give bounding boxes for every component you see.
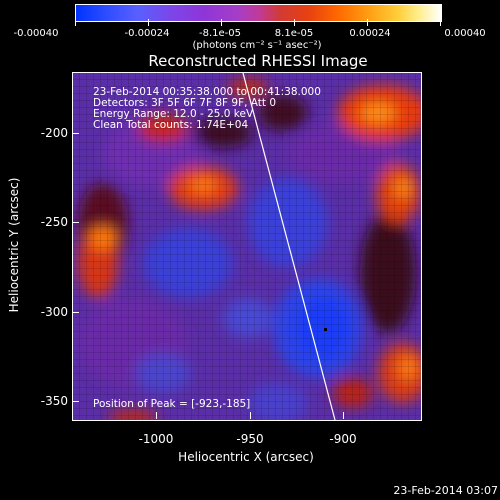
colorbar-tick <box>367 19 368 26</box>
x-tick-label: -950 <box>236 432 264 446</box>
colorbar-tick-label: 8.1e-05 <box>274 28 314 39</box>
x-tick-label: -900 <box>329 432 357 446</box>
time-range-text: 23-Feb-2014 00:35:38.000 to 00:41:38.000 <box>93 86 321 98</box>
x-tick <box>250 412 251 419</box>
timestamp: 23-Feb-2014 03:07 <box>393 484 498 497</box>
y-tick <box>72 222 79 223</box>
x-tick-label: -1000 <box>138 432 174 446</box>
colorbar-tick-label: 0.00040 <box>444 28 486 39</box>
detectors-text: Detectors: 3F 5F 6F 7F 8F 9F, Att 0 <box>93 97 277 109</box>
colorbar-tick <box>294 19 295 26</box>
y-tick-label: -300 <box>40 305 68 319</box>
y-tick-label: -250 <box>40 215 68 229</box>
x-axis-label: Heliocentric X (arcsec) <box>178 450 314 464</box>
plot-title: Reconstructed RHESSI Image <box>148 52 368 70</box>
colorbar-tick <box>221 19 222 26</box>
colorbar-tick-label: 0.00024 <box>349 28 391 39</box>
peak-position-text: Position of Peak = [-923,-185] <box>93 398 251 410</box>
colorbar <box>75 4 442 22</box>
colorbar-tick <box>148 19 149 26</box>
energy-range-text: Energy Range: 12.0 - 25.0 keV <box>93 108 254 120</box>
x-tick <box>156 412 157 419</box>
rhessi-image <box>73 73 421 420</box>
y-tick <box>72 133 79 134</box>
y-tick <box>72 401 79 402</box>
colorbar-tick <box>440 19 441 26</box>
colorbar-tick-label: -0.00024 <box>124 28 170 39</box>
y-tick-label: -350 <box>40 394 68 408</box>
colorbar-unit-label: (photons cm⁻² s⁻¹ asec⁻²) <box>192 40 322 51</box>
y-axis-label: Heliocentric Y (arcsec) <box>7 177 21 313</box>
y-tick <box>72 312 79 313</box>
colorbar-tick-label: -0.00040 <box>13 28 59 39</box>
observation-info: 23-Feb-2014 00:35:38.000 to 00:41:38.000… <box>93 87 321 131</box>
colorbar-tick-label: -8.1e-05 <box>199 28 241 39</box>
colorbar-tick <box>75 19 76 26</box>
x-tick <box>343 412 344 419</box>
rhessi-image-plot <box>72 72 422 421</box>
method-text: Clean Total counts: 1.74E+04 <box>93 119 249 131</box>
y-tick-label: -200 <box>40 126 68 140</box>
